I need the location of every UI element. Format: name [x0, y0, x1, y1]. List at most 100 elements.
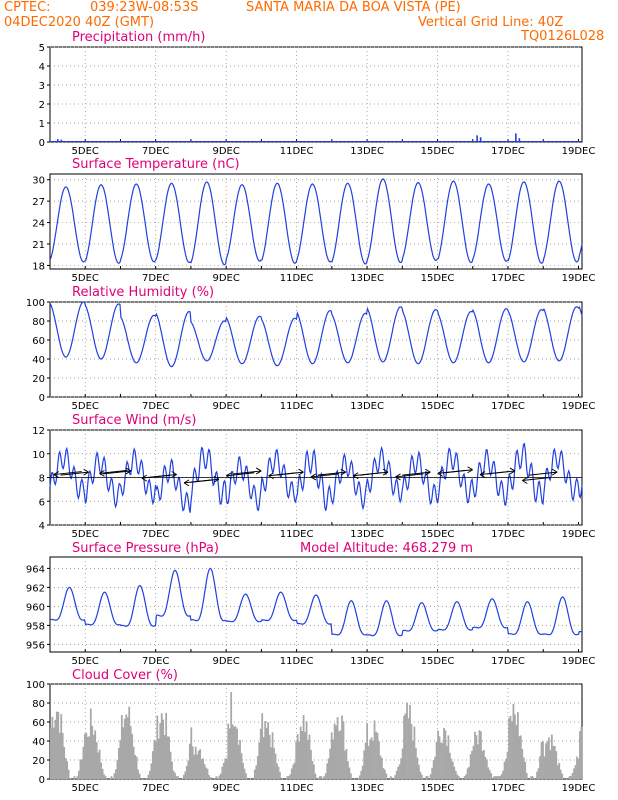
cloud-bar [576, 756, 578, 779]
cloud-bar [404, 713, 407, 779]
cloud-bar [496, 776, 499, 779]
cloud-bar [91, 725, 94, 779]
cloud-bar [412, 740, 414, 779]
cloud-bar [81, 759, 83, 779]
precip-xtick-label: 19DEC [562, 146, 596, 157]
cloud-bar [310, 749, 312, 779]
cloud-bar [335, 725, 337, 779]
cloud-bar [156, 715, 159, 779]
cloud-bar [516, 712, 519, 779]
header-coords: 039:23W-08:53S [90, 0, 199, 15]
wind-arrowhead [551, 468, 558, 476]
wind-arrowhead [467, 466, 473, 474]
cloud-bar [86, 736, 89, 779]
rh-ytick-label: 80 [32, 317, 45, 328]
precip-xtick-label: 9DEC [212, 146, 239, 157]
cloud-bar [191, 746, 194, 779]
cloud-bar [134, 755, 137, 779]
wind-arrowhead [255, 467, 262, 475]
cloud-ytick-label: 100 [26, 680, 45, 691]
chart-header: CPTEC: 039:23W-08:53S SANTA MARIA DA BOA… [0, 0, 618, 44]
cloud-bar [187, 760, 190, 779]
precip-ytick-label: 5 [39, 43, 45, 54]
cloud-ytick-label: 20 [32, 756, 45, 767]
cloud-bar [100, 762, 103, 779]
cloud-bar [407, 718, 410, 779]
temp-series-line [49, 178, 583, 266]
pres-annotation: Model Altitude: 468.279 m [300, 541, 473, 556]
cloud-bar [549, 750, 552, 779]
cloud-bar [313, 764, 315, 779]
cloud-bar [233, 726, 236, 779]
cloud-bar [205, 767, 207, 779]
cloud-bar [382, 768, 385, 779]
cloud-bar [193, 754, 196, 779]
cloud-bar [360, 770, 363, 779]
cloud-bar [397, 766, 400, 779]
precip-title: Precipitation (mm/h) [72, 30, 205, 45]
wind-ytick-label: 6 [39, 497, 45, 508]
cloud-bar [61, 732, 64, 779]
cloud-bar [299, 726, 302, 779]
precip-frame [49, 46, 583, 143]
wind-ytick-label: 4 [39, 521, 45, 532]
cloud-bar [447, 735, 450, 779]
wind-arrow [402, 471, 431, 476]
pres-ytick-label: 960 [26, 602, 45, 613]
cloud-bar [177, 776, 179, 779]
cloud-bar [539, 756, 541, 779]
wind-arrow [395, 473, 424, 478]
cloud-bar [253, 769, 256, 779]
wind-arrowhead [125, 467, 132, 475]
cloud-bar [468, 767, 470, 779]
cloud-bar [556, 765, 559, 779]
cloud-bar [416, 757, 419, 779]
cloud-bar [123, 718, 126, 779]
wind-arrow [226, 472, 255, 477]
pres-xtick-label: 19DEC [562, 656, 596, 667]
cloud-bar [221, 766, 224, 779]
header-location: SANTA MARIA DA BOA VISTA (PE) [246, 0, 461, 15]
wind-arrowhead [298, 468, 304, 476]
cloud-bar [51, 716, 54, 779]
wind-xtick-label: 15DEC [421, 529, 455, 540]
cloud-bar [348, 767, 351, 779]
temp-ytick-label: 27 [32, 197, 45, 208]
rh-xtick-label: 9DEC [212, 401, 239, 412]
cloud-bar [383, 769, 386, 779]
wind-arrow [268, 472, 297, 477]
wind-arrow [60, 471, 89, 476]
cloud-bar [239, 739, 241, 779]
cloud-bar [209, 777, 212, 779]
cloud-bar [327, 758, 330, 779]
cloud-bar [202, 758, 204, 779]
cloud-bar [76, 776, 79, 779]
cloud-bar [101, 768, 104, 779]
temp-xtick-label: 11DEC [280, 273, 314, 284]
cloud-bar [305, 721, 308, 779]
cloud-bar [518, 736, 521, 779]
cloud-bar [103, 774, 105, 779]
cloud-bar [259, 728, 262, 779]
cloud-bar [389, 776, 392, 779]
cloud-bar [227, 723, 230, 779]
precip-xtick-label: 17DEC [491, 146, 525, 157]
cloud-bar [574, 765, 577, 779]
cloud-bar [558, 762, 561, 779]
cloud-bar [203, 764, 206, 779]
cloud-bar [98, 749, 101, 779]
rh-ytick-label: 0 [39, 393, 45, 404]
precip-xtick-label: 13DEC [350, 146, 384, 157]
cloud-bar [369, 739, 371, 779]
cloud-bar [358, 775, 361, 779]
cloud-bar [256, 756, 259, 779]
cloud-bar [512, 703, 515, 779]
cloud-bar [175, 776, 178, 779]
cloud-bar [270, 747, 272, 779]
precip-ytick-label: 1 [39, 119, 45, 130]
cloud-bar [157, 738, 160, 779]
cloud-bar [196, 754, 199, 779]
cloud-bar [545, 743, 547, 779]
cloud-bar [153, 740, 156, 779]
cloud-bar [500, 774, 503, 779]
